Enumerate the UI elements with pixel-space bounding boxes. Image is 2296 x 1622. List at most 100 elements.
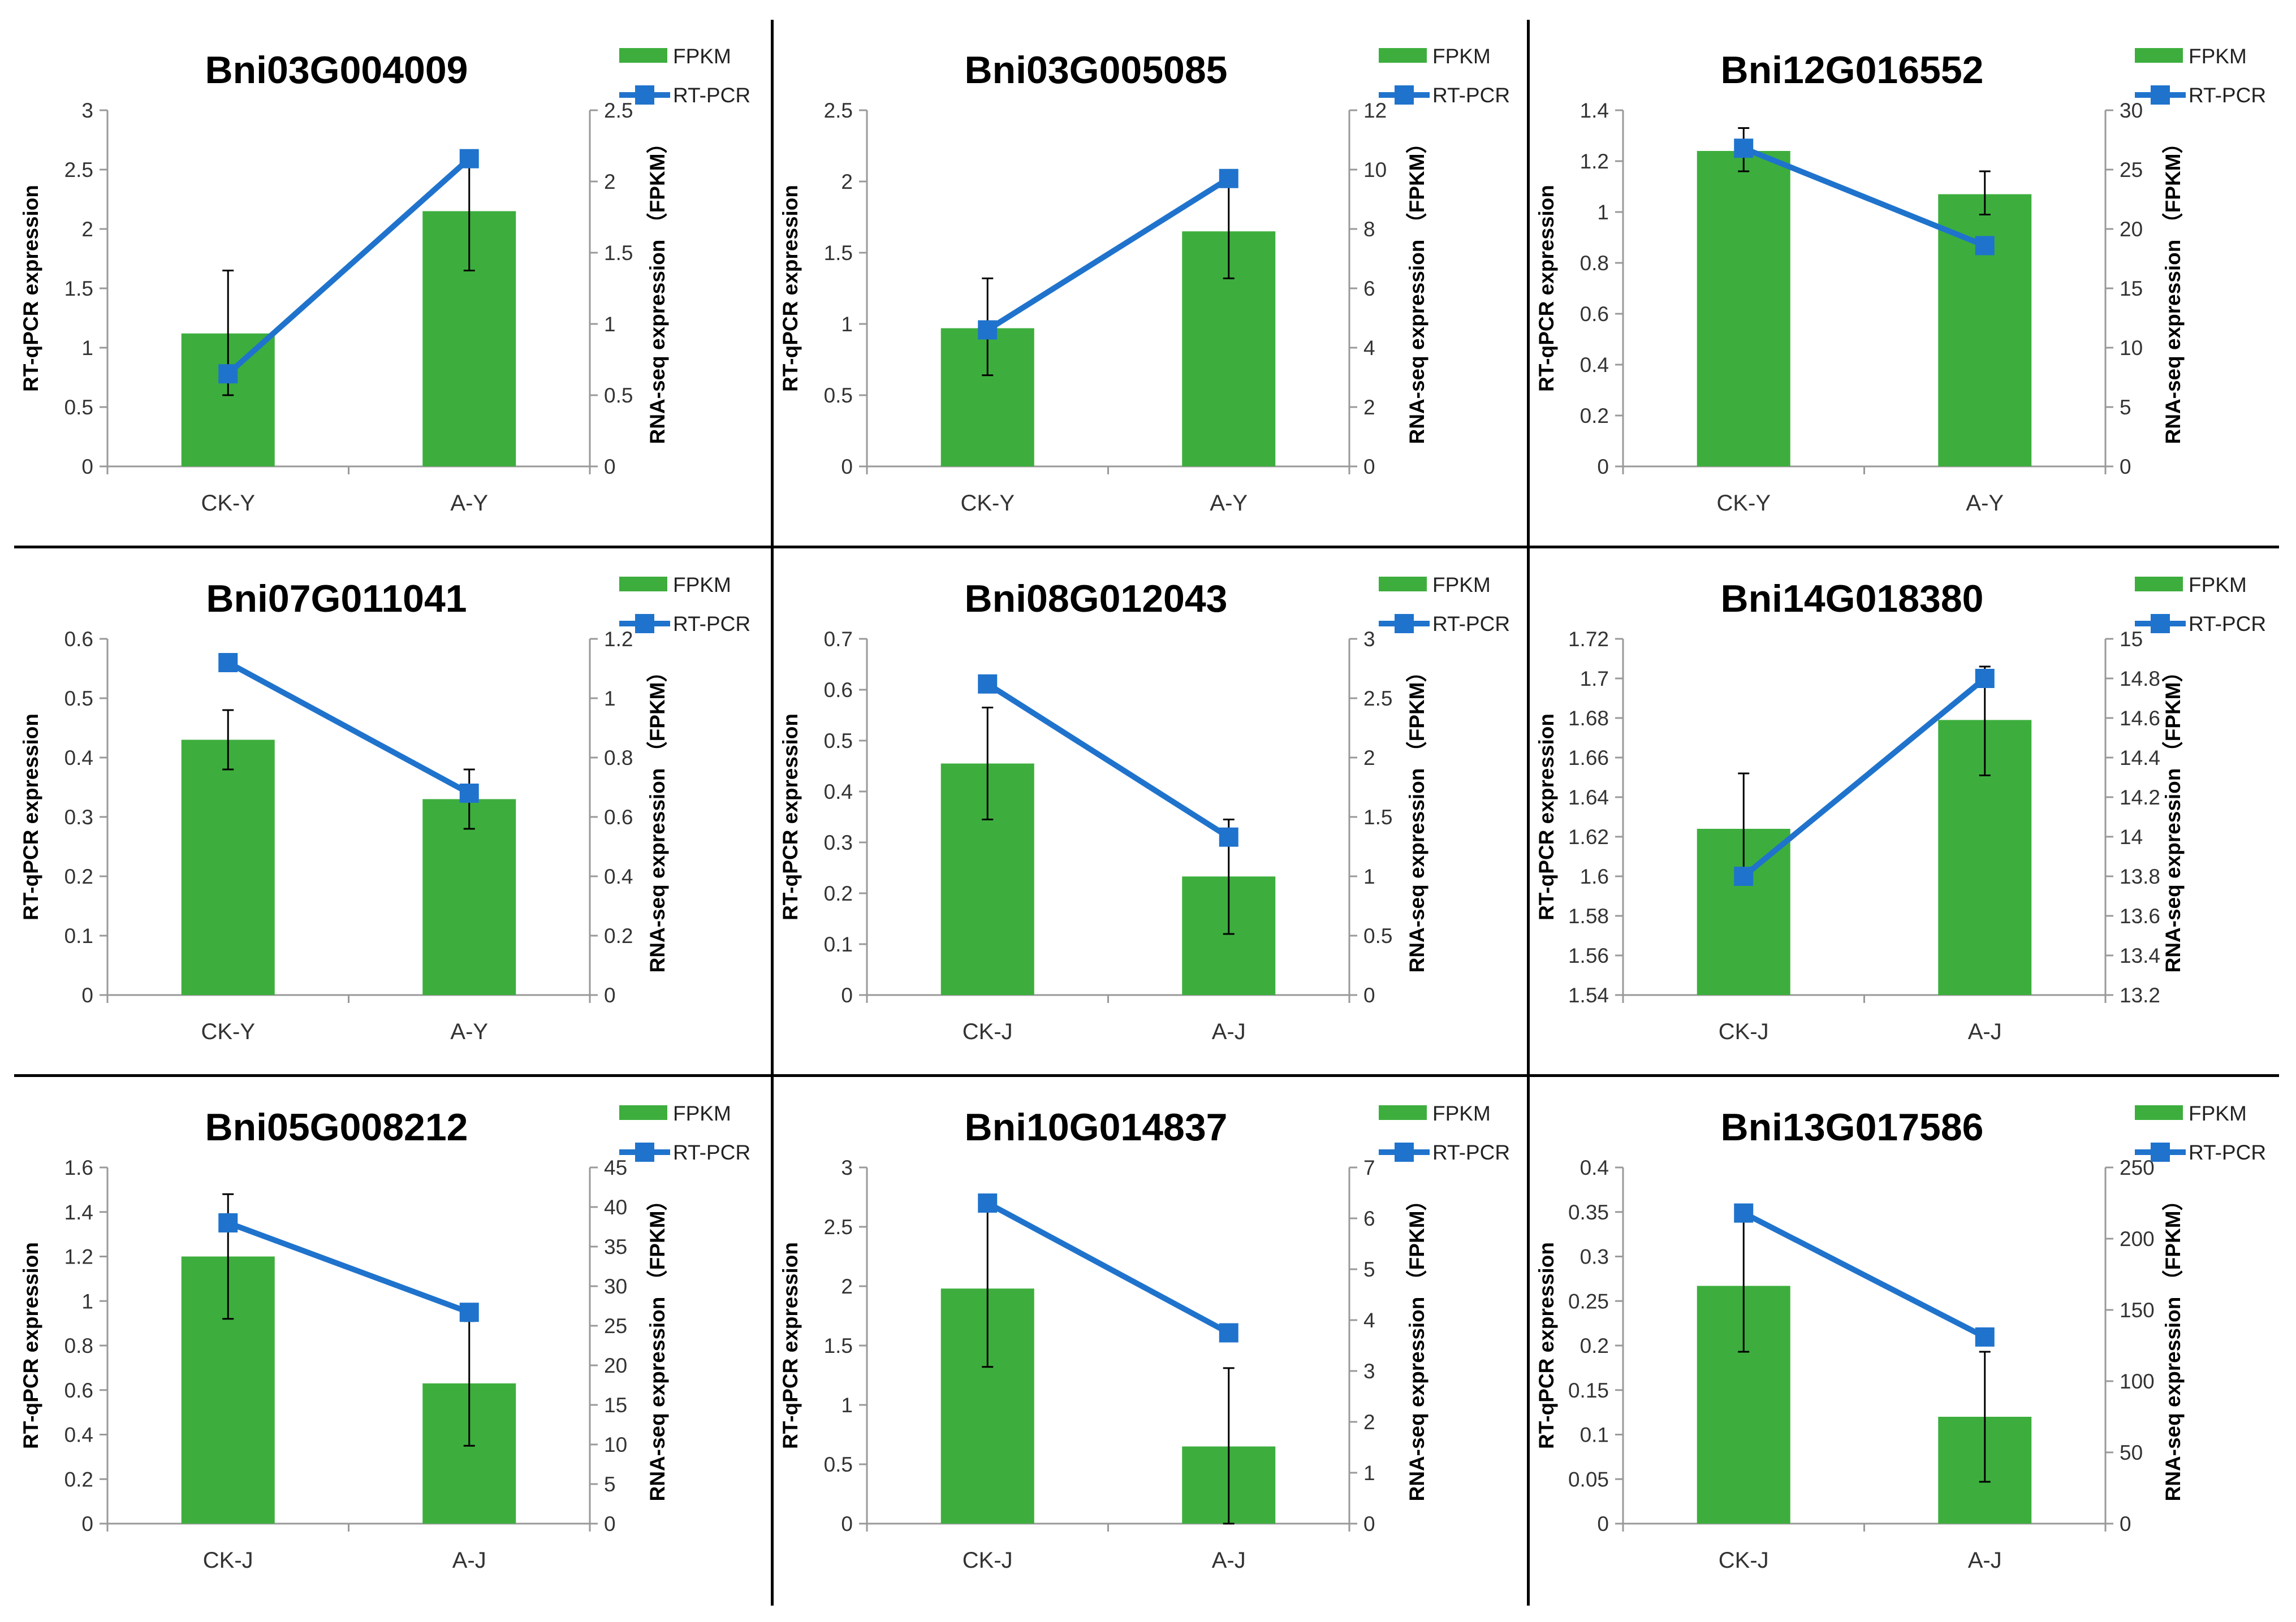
legend-fpkm-swatch xyxy=(619,1105,667,1120)
category-label-CK-Y: CK-Y xyxy=(201,1019,255,1044)
left-tick-label: 0 xyxy=(1597,1512,1609,1536)
legend-rtpcr-label: RT-PCR xyxy=(2189,84,2266,107)
left-tick-label: 0.2 xyxy=(64,1468,93,1491)
right-tick-label: 30 xyxy=(2120,99,2143,122)
legend-rtpcr-label: RT-PCR xyxy=(1432,84,1510,107)
left-tick-label: 0.6 xyxy=(1580,302,1609,326)
legend-rtpcr-marker xyxy=(2151,614,2170,633)
category-label-CK-Y: CK-Y xyxy=(201,491,255,516)
chart-panel-Bni14G018380: Bni14G018380 1.54 1.56 1.58 1.6 1.62 1.64 1.66 1… xyxy=(1530,548,2279,1074)
left-tick-label: 1.66 xyxy=(1568,746,1609,769)
chart-svg: Bni12G016552 0 0.2 0.4 0.6 0.8 1 1.2 1.4 0 5 10 15 20… xyxy=(1535,45,2266,516)
left-tick-label: 0.3 xyxy=(64,806,93,829)
category-label-A-J: A-J xyxy=(1212,1548,1246,1573)
left-tick-label: 0.8 xyxy=(64,1334,93,1357)
left-tick-label: 0.4 xyxy=(64,1424,93,1447)
legend-fpkm-swatch xyxy=(1379,1105,1427,1120)
rtpcr-line xyxy=(227,1220,471,1315)
category-label-CK-J: CK-J xyxy=(1719,1548,1769,1573)
y-axis-title: RT-qPCR expression xyxy=(19,185,42,392)
right-tick-label: 13.6 xyxy=(2120,905,2160,928)
left-tick-label: 0.4 xyxy=(64,746,93,769)
legend-fpkm-label: FPKM xyxy=(2189,45,2247,68)
right-tick-label: 25 xyxy=(2120,158,2143,181)
left-tick-label: 2 xyxy=(841,170,853,193)
chart-panel-Bni03G004009: Bni03G004009 0 0.5 1 1.5 2 2.5 3 0 0.5 1 1.5 2 2.5 CK-… xyxy=(14,20,771,546)
chart-svg: Bni07G011041 0 0.1 0.2 0.3 0.4 0.5 0.6 0 0.2 0.4 0.… xyxy=(19,573,750,1044)
category-label-CK-J: CK-J xyxy=(963,1548,1013,1573)
left-tick-label: 0.1 xyxy=(64,924,93,948)
legend-rtpcr-marker xyxy=(1395,614,1414,633)
rtpcr-line xyxy=(226,156,472,376)
left-tick-label: 0.05 xyxy=(1568,1468,1609,1491)
legend-fpkm-swatch xyxy=(1379,577,1427,591)
right-tick-label: 25 xyxy=(604,1314,627,1338)
left-tick-label: 0 xyxy=(841,984,853,1007)
rtpcr-marker-CK-Y xyxy=(978,320,998,340)
right-tick-label: 6 xyxy=(1363,1207,1375,1230)
right-tick-label: 2 xyxy=(1363,396,1375,419)
right-tick-label: 10 xyxy=(1363,158,1387,181)
y-axis-title: RT-qPCR expression xyxy=(779,1242,802,1449)
right-tick-label: 2 xyxy=(1363,1411,1375,1434)
rtpcr-marker-CK-Y xyxy=(218,364,238,384)
y-axis-title: RT-qPCR expression xyxy=(779,185,802,392)
left-tick-label: 1.6 xyxy=(1580,865,1609,888)
left-tick-label: 1 xyxy=(81,336,93,360)
left-tick-label: 1.58 xyxy=(1568,905,1609,928)
right-tick-label: 2.5 xyxy=(604,99,633,122)
right-tick-label: 13.2 xyxy=(2120,984,2160,1007)
y2-axis-title: RNA-seq expression （FPKM） xyxy=(1405,1190,1428,1502)
right-tick-label: 1 xyxy=(604,313,616,336)
left-tick-label: 1.4 xyxy=(64,1201,93,1224)
rtpcr-marker-A-J xyxy=(1975,1327,1995,1347)
chart-panel-Bni08G012043: Bni08G012043 0 0.1 0.2 0.3 0.4 0.5 0.6 0.7 0 0.5 1 1… xyxy=(774,548,1527,1074)
left-tick-label: 1 xyxy=(1597,201,1609,224)
legend-rtpcr-marker xyxy=(635,1143,654,1162)
rtpcr-line xyxy=(986,1200,1231,1335)
chart-panel-Bni12G016552: Bni12G016552 0 0.2 0.4 0.6 0.8 1 1.2 1.4 0 5 10 15 20… xyxy=(1530,20,2279,546)
left-tick-label: 1.68 xyxy=(1568,707,1609,730)
left-tick-label: 0.2 xyxy=(1580,404,1609,427)
rtpcr-marker-CK-Y xyxy=(218,653,238,672)
rtpcr-line xyxy=(986,681,1231,840)
left-tick-label: 1.54 xyxy=(1568,984,1609,1007)
left-tick-label: 1 xyxy=(81,1290,93,1313)
left-tick-label: 0.25 xyxy=(1568,1290,1609,1313)
legend-rtpcr-label: RT-PCR xyxy=(1432,612,1510,635)
left-tick-label: 1.62 xyxy=(1568,825,1609,849)
rtpcr-marker-A-Y xyxy=(459,149,479,168)
y2-axis-title: RNA-seq expression （FPKM） xyxy=(2161,133,2185,444)
legend-fpkm-swatch xyxy=(2135,48,2183,63)
right-tick-label: 1.5 xyxy=(604,241,633,265)
right-tick-label: 0.8 xyxy=(604,746,633,769)
right-tick-label: 0.4 xyxy=(604,865,633,888)
chart-svg: Bni08G012043 0 0.1 0.2 0.3 0.4 0.5 0.6 0.7 0 0.5 1 1… xyxy=(779,573,1510,1044)
rtpcr-marker-CK-J xyxy=(978,674,998,694)
left-tick-label: 0.5 xyxy=(824,384,853,407)
right-tick-label: 12 xyxy=(1363,99,1387,122)
right-tick-label: 8 xyxy=(1363,218,1375,241)
legend-rtpcr-marker xyxy=(2151,1143,2170,1162)
right-tick-label: 0.2 xyxy=(604,924,633,948)
right-tick-label: 0 xyxy=(2120,455,2131,478)
rtpcr-marker-CK-J xyxy=(218,1213,238,1232)
left-tick-label: 0.35 xyxy=(1568,1201,1609,1224)
left-tick-label: 1.72 xyxy=(1568,628,1609,651)
rtpcr-marker-A-J xyxy=(1219,1323,1238,1343)
legend-fpkm-swatch xyxy=(619,48,667,63)
right-tick-label: 14 xyxy=(2120,825,2143,849)
right-tick-label: 15 xyxy=(2120,277,2143,300)
rtpcr-line xyxy=(1742,1210,1987,1340)
left-tick-label: 1.4 xyxy=(1580,99,1609,122)
legend-fpkm-swatch xyxy=(619,577,667,591)
left-tick-label: 0.4 xyxy=(1580,1156,1609,1179)
rtpcr-marker-CK-Y xyxy=(1734,139,1754,158)
left-tick-label: 2 xyxy=(841,1275,853,1298)
y-axis-title: RT-qPCR expression xyxy=(19,713,42,920)
rtpcr-marker-A-Y xyxy=(1975,236,1995,256)
fpkm-bar-CK-Y xyxy=(181,739,275,995)
category-label-A-Y: A-Y xyxy=(450,491,488,516)
left-tick-label: 0.4 xyxy=(1580,353,1609,377)
rtpcr-marker-A-J xyxy=(1219,827,1238,847)
